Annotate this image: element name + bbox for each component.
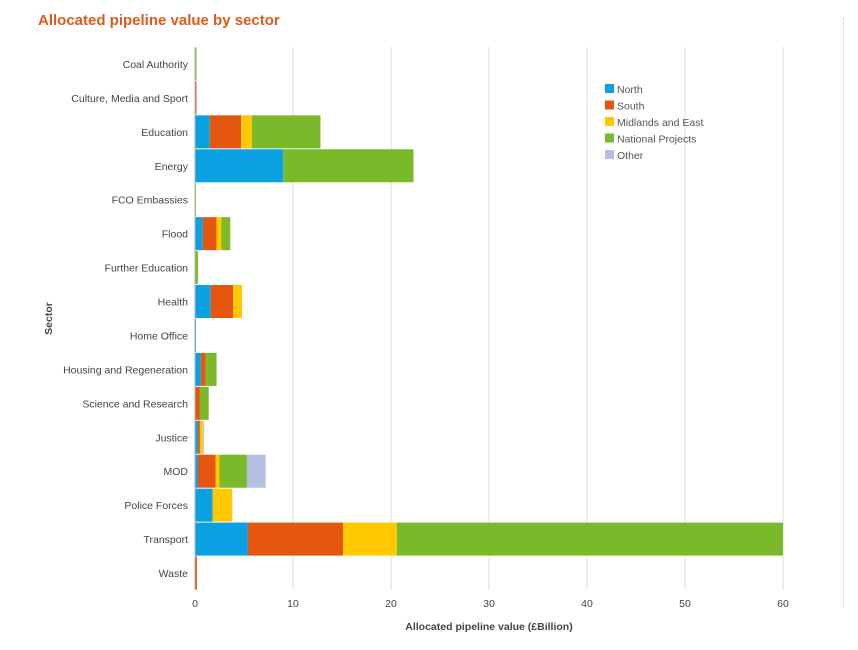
y-tick-label: Flood [162,229,188,241]
grid-lines [292,47,784,590]
legend-label: National Projects [617,134,696,146]
bar-segment [195,420,198,454]
y-tick-label: Energy [155,161,189,173]
x-axis-title: Allocated pipeline value (£Billion) [405,621,572,633]
x-tick-label: 30 [483,598,495,610]
bar-segment [396,522,783,556]
x-tick-label: 0 [192,598,198,610]
legend-swatch [605,100,614,110]
y-axis-title: Sector [43,302,55,335]
legend: North South Midlands and East National Proj… [605,84,703,162]
bar-segment [195,81,197,115]
legend-label: South [617,101,645,113]
y-tick-label: Education [141,127,188,139]
bar-segment [247,522,343,556]
x-tick-labels: 0 10 20 30 40 50 60 [192,598,789,610]
bar-segment [197,454,216,488]
page-divider [843,18,844,608]
legend-swatch [605,117,614,126]
x-tick-label: 50 [679,598,691,610]
bar-segment [195,149,284,183]
x-tick-label: 40 [581,598,593,610]
y-tick-label: Police Forces [124,500,188,512]
y-tick-labels: Coal Authority Culture, Media and Sport Ed… [63,59,189,580]
bar-segment [200,352,206,386]
bar-segment [199,420,203,454]
bar-segment [195,352,201,386]
y-tick-label: Health [158,297,189,309]
legend-swatch [605,150,614,159]
bar-segment [195,522,248,556]
bar-segment [195,556,197,590]
x-tick-label: 20 [385,598,397,610]
chart-title: Allocated pipeline value by sector [38,12,280,29]
x-tick-label: 10 [287,598,299,610]
bar-segment [209,115,242,149]
legend-label: Other [617,150,644,162]
y-tick-label: Home Office [130,330,188,342]
legend-swatch [605,84,614,93]
bar-segment [246,454,266,488]
bar-segment [251,115,321,149]
bar-segment [241,115,252,149]
y-tick-label: Coal Authority [123,59,189,71]
bar-segment [197,420,200,454]
y-tick-label: Waste [159,568,189,580]
bar-segment [195,47,197,81]
bar-segment [195,285,211,319]
bar-segment [216,217,222,251]
bar-segment [195,217,203,251]
bar-segment [342,522,397,556]
bar-segment [210,285,234,319]
bar-segment [195,251,198,285]
y-tick-label: Science and Research [82,398,188,410]
y-tick-label: Transport [143,534,188,546]
bar-segment [199,386,209,420]
y-tick-label: Housing and Regeneration [63,364,188,376]
y-tick-label: Justice [155,432,188,444]
bar-segment [195,488,213,522]
bar-segment [283,149,414,183]
x-tick-label: 60 [777,598,789,610]
bar-segment [215,454,220,488]
bar-segment [212,488,233,522]
bar-segment [205,352,217,386]
y-tick-label: MOD [164,466,189,478]
bar-segment [195,454,198,488]
bar-segment [202,217,217,251]
y-tick-label: FCO Embassies [112,195,188,207]
legend-label: North [617,84,643,96]
legend-label: Midlands and East [617,117,703,129]
legend-swatch [605,133,614,143]
bar-segment [219,454,247,488]
bar-segment [233,285,243,319]
bar-segment [221,217,231,251]
y-tick-label: Further Education [105,263,189,275]
bar-segment [202,420,204,454]
bar-segment [195,386,200,420]
y-tick-label: Culture, Media and Sport [71,93,188,105]
bar-segment [195,115,210,149]
